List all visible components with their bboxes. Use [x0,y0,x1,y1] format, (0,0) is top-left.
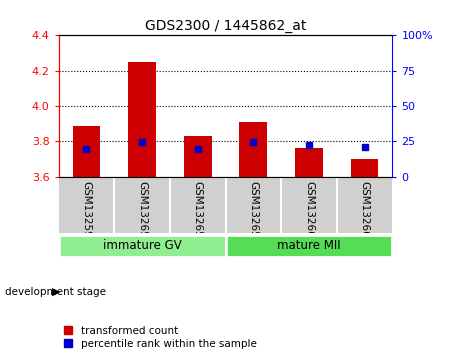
Text: GSM132661: GSM132661 [359,181,369,245]
Bar [295,148,323,177]
FancyBboxPatch shape [59,235,226,257]
FancyBboxPatch shape [226,235,392,257]
Text: mature MII: mature MII [277,239,341,252]
Bar [73,126,100,177]
Bar [239,122,267,177]
Bar [128,62,156,177]
Text: GSM132659: GSM132659 [249,181,258,245]
Text: development stage: development stage [5,287,106,297]
Text: GSM132657: GSM132657 [137,181,147,245]
Text: GSM132658: GSM132658 [193,181,202,245]
Bar [351,159,378,177]
Text: immature GV: immature GV [103,239,181,252]
Legend: transformed count, percentile rank within the sample: transformed count, percentile rank withi… [64,326,256,349]
Text: GSM132592: GSM132592 [82,181,92,245]
Text: GSM132660: GSM132660 [304,181,314,245]
Title: GDS2300 / 1445862_at: GDS2300 / 1445862_at [145,19,306,33]
Bar [184,136,212,177]
Text: ▶: ▶ [52,287,60,297]
